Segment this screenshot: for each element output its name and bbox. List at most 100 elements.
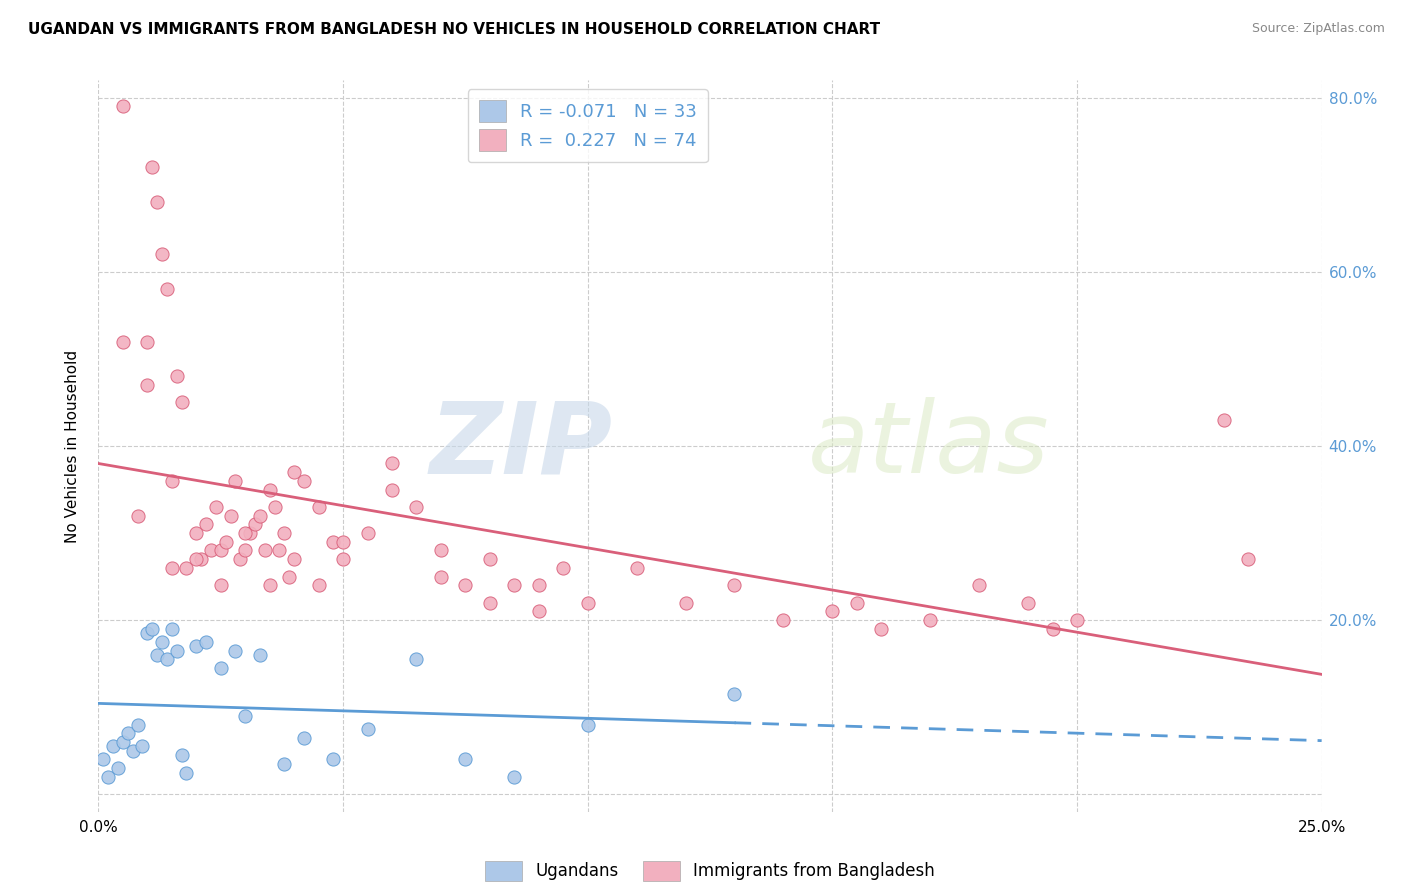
Point [273, 756, 295, 771]
Point [224, 474, 246, 488]
Point [269, 543, 291, 558]
Point [127, 717, 149, 731]
Point [405, 500, 427, 514]
Point [478, 552, 501, 566]
Point [249, 648, 271, 662]
Point [283, 552, 305, 566]
Point [1212, 413, 1234, 427]
Point [107, 761, 129, 775]
Point [224, 643, 246, 657]
Point [200, 543, 222, 558]
Point [263, 500, 285, 514]
Point [322, 534, 344, 549]
Point [229, 552, 252, 566]
Point [111, 735, 134, 749]
Point [308, 500, 330, 514]
Point [967, 578, 990, 592]
Point [478, 596, 501, 610]
Point [1042, 622, 1064, 636]
Text: UGANDAN VS IMMIGRANTS FROM BANGLADESH NO VEHICLES IN HOUSEHOLD CORRELATION CHART: UGANDAN VS IMMIGRANTS FROM BANGLADESH NO… [28, 22, 880, 37]
Point [141, 622, 163, 636]
Point [405, 652, 427, 666]
Point [292, 474, 315, 488]
Point [283, 465, 305, 479]
Point [870, 622, 893, 636]
Y-axis label: No Vehicles in Household: No Vehicles in Household [65, 350, 80, 542]
Point [170, 395, 193, 409]
Point [381, 457, 404, 471]
Point [146, 648, 169, 662]
Text: ZIP: ZIP [429, 398, 612, 494]
Point [308, 578, 330, 592]
Point [259, 578, 281, 592]
Point [160, 474, 183, 488]
Point [273, 526, 295, 541]
Point [845, 596, 868, 610]
Point [1066, 613, 1088, 627]
Point [186, 552, 208, 566]
Point [430, 569, 453, 583]
Point [454, 578, 477, 592]
Point [503, 770, 526, 784]
Point [243, 517, 266, 532]
Point [356, 722, 378, 736]
Point [111, 334, 134, 349]
Point [160, 561, 183, 575]
Point [253, 543, 276, 558]
Point [150, 635, 173, 649]
Point [1017, 596, 1039, 610]
Point [233, 709, 256, 723]
Point [332, 534, 354, 549]
Point [209, 661, 232, 675]
Point [249, 508, 271, 523]
Point [576, 717, 599, 731]
Point [259, 483, 281, 497]
Point [166, 369, 188, 384]
Point [166, 643, 188, 657]
Text: atlas: atlas [808, 398, 1049, 494]
Point [195, 635, 218, 649]
Point [675, 596, 697, 610]
Point [233, 543, 256, 558]
Point [239, 526, 262, 541]
Point [233, 526, 256, 541]
Point [626, 561, 648, 575]
Point [117, 726, 139, 740]
Point [527, 604, 550, 618]
Legend: Ugandans, Immigrants from Bangladesh: Ugandans, Immigrants from Bangladesh [478, 854, 942, 888]
Point [454, 752, 477, 766]
Point [141, 161, 163, 175]
Point [356, 526, 378, 541]
Point [186, 526, 208, 541]
Point [150, 247, 173, 261]
Point [214, 534, 236, 549]
Point [723, 687, 745, 701]
Point [322, 752, 344, 766]
Point [219, 508, 242, 523]
Point [111, 99, 134, 113]
Text: Source: ZipAtlas.com: Source: ZipAtlas.com [1251, 22, 1385, 36]
Point [920, 613, 942, 627]
Point [576, 596, 599, 610]
Point [127, 508, 149, 523]
Point [205, 500, 228, 514]
Point [527, 578, 550, 592]
Point [136, 378, 159, 392]
Point [176, 765, 198, 780]
Point [292, 731, 315, 745]
Point [101, 739, 124, 754]
Point [190, 552, 212, 566]
Point [160, 622, 183, 636]
Point [156, 652, 179, 666]
Point [553, 561, 575, 575]
Point [503, 578, 526, 592]
Point [186, 640, 208, 654]
Point [121, 744, 143, 758]
Point [91, 752, 114, 766]
Point [723, 578, 745, 592]
Point [772, 613, 794, 627]
Point [332, 552, 354, 566]
Point [146, 195, 169, 210]
Point [821, 604, 844, 618]
Point [170, 748, 193, 763]
